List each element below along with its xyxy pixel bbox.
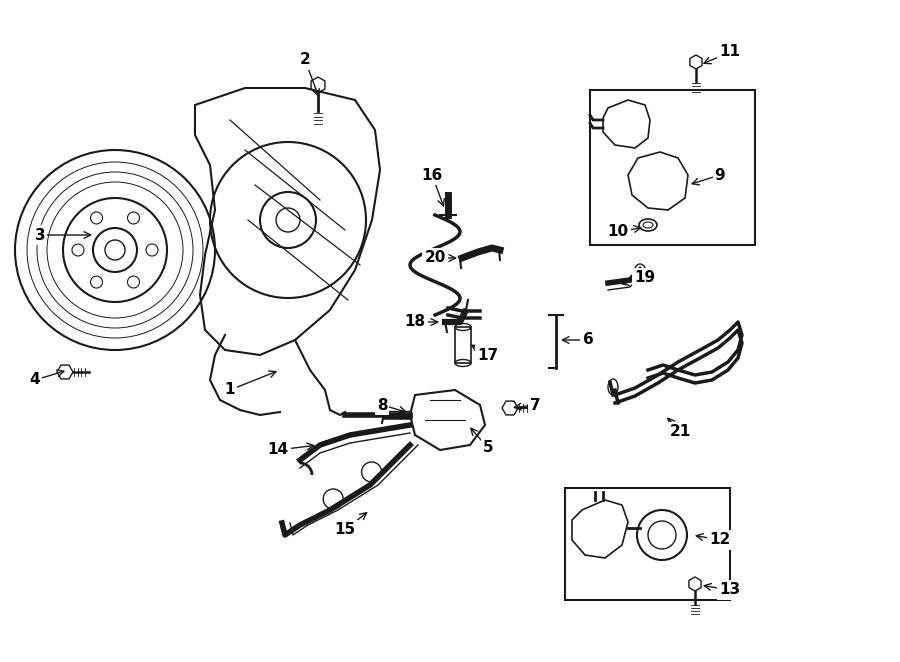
- Text: 11: 11: [719, 44, 741, 60]
- Text: 12: 12: [709, 532, 731, 547]
- Bar: [590, 90, 755, 245]
- Text: 17: 17: [477, 348, 499, 363]
- Text: 20: 20: [424, 250, 446, 265]
- Text: 1: 1: [225, 383, 235, 397]
- Text: 10: 10: [608, 224, 628, 240]
- Text: 16: 16: [421, 167, 443, 183]
- Bar: [455, 327, 471, 363]
- Text: 19: 19: [634, 271, 655, 285]
- Text: 14: 14: [267, 442, 289, 457]
- Text: 5: 5: [482, 440, 493, 455]
- Text: 13: 13: [719, 583, 741, 598]
- Text: 7: 7: [530, 397, 540, 412]
- Text: 21: 21: [670, 424, 690, 440]
- Text: 2: 2: [300, 52, 310, 68]
- Bar: [565, 488, 730, 600]
- Text: 18: 18: [404, 314, 426, 330]
- Text: 3: 3: [35, 228, 45, 242]
- Text: 9: 9: [715, 167, 725, 183]
- Text: 4: 4: [30, 373, 40, 387]
- Text: 8: 8: [377, 397, 387, 412]
- Text: 15: 15: [335, 522, 356, 538]
- Text: 6: 6: [582, 332, 593, 348]
